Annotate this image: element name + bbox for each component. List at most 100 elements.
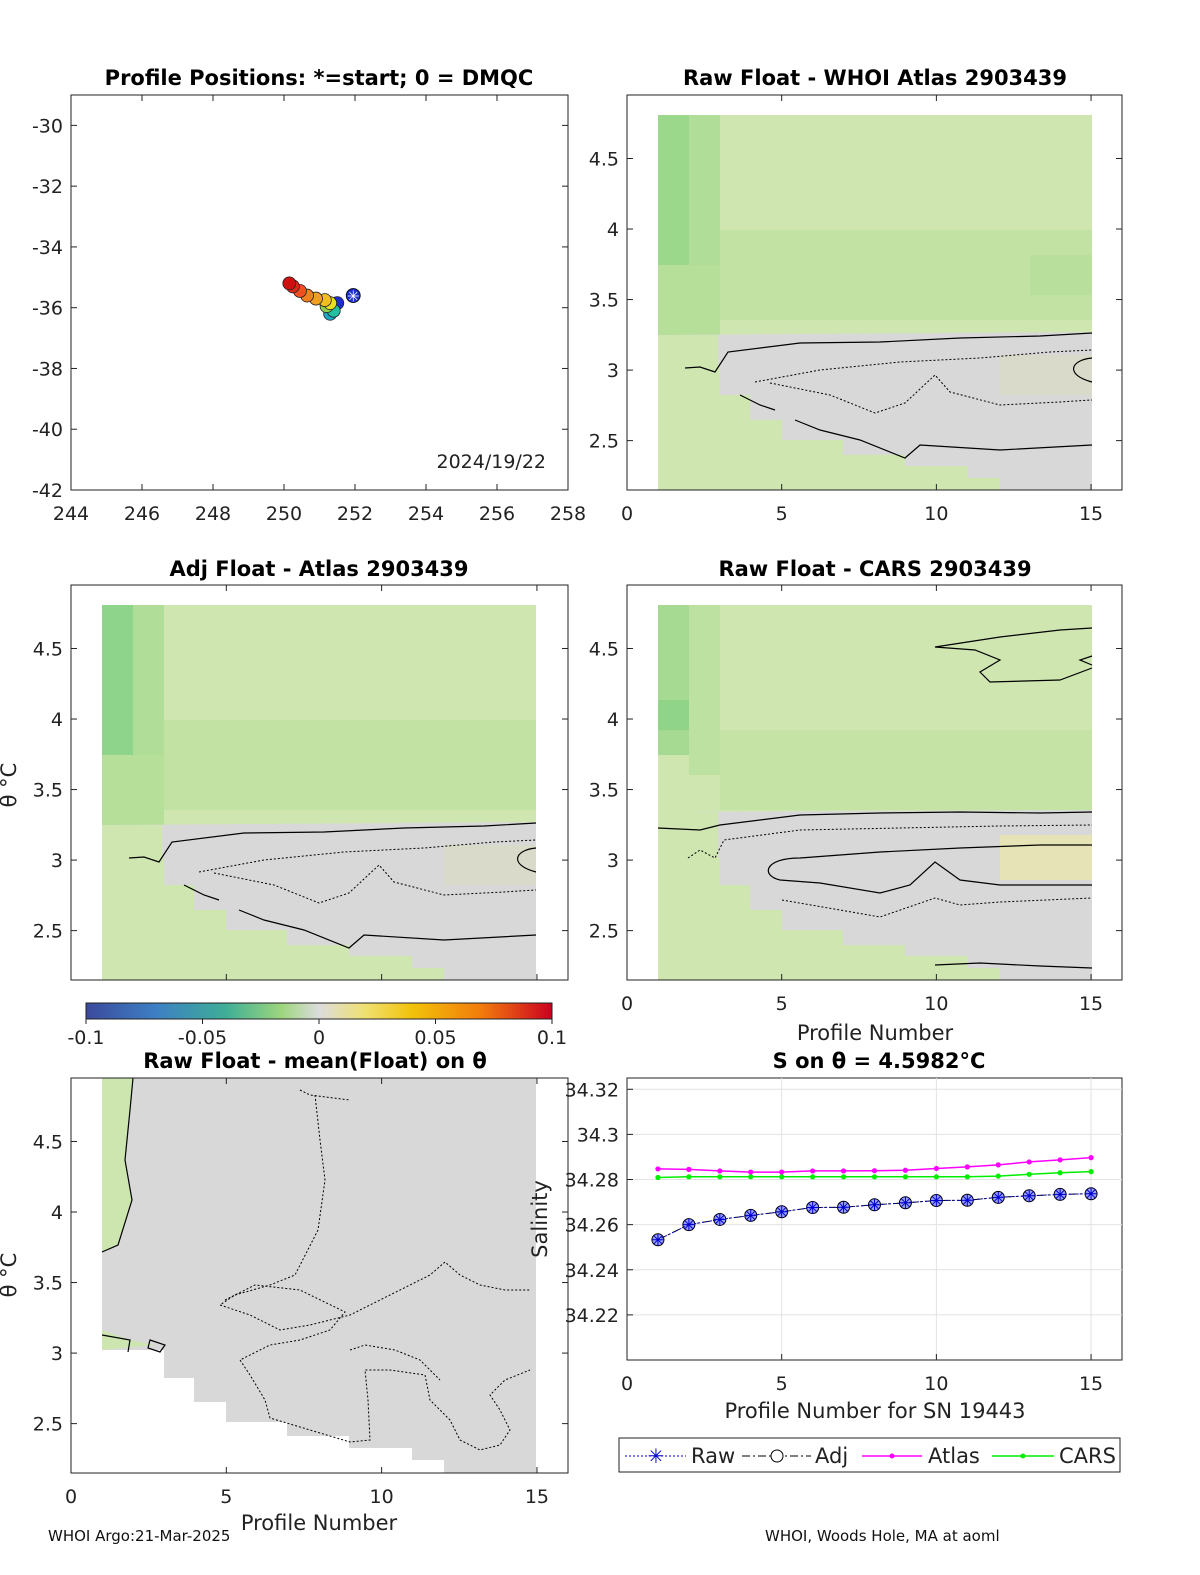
point-cars: [840, 1174, 847, 1180]
x-tick-label: 254: [408, 503, 444, 525]
y-tick-label: 34.28: [565, 1170, 619, 1192]
point-cars: [717, 1174, 723, 1180]
point-raw: [806, 1201, 819, 1214]
colorbar-tick-label: -0.1: [67, 1027, 104, 1049]
point-atlas: [1026, 1159, 1032, 1165]
x-tick-label: 0: [621, 993, 633, 1015]
raw-atlas-ticks: 0 5 10 15 2.5 3 3.5 4 4.5: [589, 95, 1122, 525]
y-tick-label: 4.5: [33, 1131, 63, 1153]
x-tick-label: 0: [621, 503, 633, 525]
salinity-legend: ✳ Raw Adj Atlas CARS: [618, 1437, 1121, 1473]
legend-item-cars: CARS: [992, 1444, 1116, 1468]
y-tick-label: 4: [51, 1202, 63, 1224]
x-tick-label: 258: [550, 503, 586, 525]
point-raw: [744, 1209, 757, 1222]
point-atlas: [779, 1169, 785, 1175]
salinity-panel: S on θ = 4.5982°C 0 5 10 15 34.22 34.24 34.26 3…: [528, 1049, 1123, 1473]
raw-cars-title: Raw Float - CARS 2903439: [718, 557, 1031, 581]
y-tick-label: 4.5: [589, 638, 619, 660]
raw-mean-heatmap: [101, 1077, 536, 1473]
x-tick-label: 256: [479, 503, 515, 525]
adj-atlas-title: Adj Float - Atlas 2903439: [169, 557, 468, 581]
adj-atlas-axes: [70, 584, 569, 981]
y-tick-label: 4: [51, 709, 63, 731]
x-tick-label: 5: [220, 1486, 232, 1508]
point-raw: [682, 1218, 695, 1231]
y-tick-label: 3: [607, 850, 619, 872]
raw-mean-title: Raw Float - mean(Float) on θ: [143, 1049, 487, 1073]
x-tick-label: 0: [65, 1486, 77, 1508]
x-tick-label: 5: [776, 1373, 788, 1395]
y-tick-label: -30: [32, 115, 63, 137]
positions-panel: Profile Positions: *=start; 0 = DMQC 244…: [32, 66, 586, 525]
point-cars: [1088, 1169, 1094, 1175]
legend-cars-label: CARS: [1059, 1444, 1116, 1468]
legend-box: [618, 1437, 1121, 1473]
point-cars: [748, 1174, 754, 1180]
y-tick-label: 34.22: [565, 1305, 619, 1327]
y-tick-label: 34.32: [565, 1079, 619, 1101]
salinity-axes: [626, 1077, 1123, 1361]
positions-title: Profile Positions: *=start; 0 = DMQC: [105, 66, 534, 90]
colorbar-tick-label: 0.05: [414, 1027, 456, 1049]
raw-mean-xlabel: Profile Number: [241, 1511, 398, 1535]
y-tick-label: 3.5: [589, 780, 619, 802]
footer-left: WHOI Argo:21-Mar-2025: [48, 1527, 231, 1545]
x-tick-label: 250: [266, 503, 302, 525]
x-tick-label: 5: [776, 993, 788, 1015]
point-cars: [655, 1174, 661, 1181]
point-atlas: [717, 1168, 723, 1174]
footer-right: WHOI, Woods Hole, MA at aoml: [765, 1527, 1000, 1545]
legend-item-adj: Adj: [742, 1444, 848, 1468]
y-tick-label: -38: [32, 358, 63, 380]
y-tick-label: 3: [607, 360, 619, 382]
point-atlas: [902, 1167, 909, 1173]
y-tick-label: -40: [32, 419, 63, 441]
legend-item-atlas: Atlas: [862, 1444, 980, 1468]
colorbar-ticks: -0.1 -0.05 0 0.05 0.1: [67, 1019, 567, 1049]
point-atlas: [840, 1168, 847, 1174]
x-tick-label: 10: [924, 993, 948, 1015]
colorbar-gradient: [85, 1002, 553, 1020]
x-tick-label: 0: [621, 1373, 633, 1395]
y-tick-label: 34.3: [577, 1124, 619, 1146]
point-cars: [1026, 1171, 1032, 1177]
raw-cars-panel: Raw Float - CARS 2903439 0 5 10 15 2.5 3 3.5 4 4…: [589, 557, 1123, 1045]
raw-cars-axes: [626, 584, 1123, 981]
y-tick-label: 3.5: [33, 780, 63, 802]
point-raw: [713, 1213, 726, 1226]
colorbar-tick-label: -0.05: [178, 1027, 227, 1049]
point-raw: [775, 1205, 788, 1218]
x-tick-label: 252: [337, 503, 373, 525]
point-cars: [871, 1174, 878, 1180]
y-tick-label: 2.5: [589, 921, 619, 943]
y-tick-label: 34.24: [565, 1260, 619, 1282]
point-raw: [961, 1194, 974, 1207]
point-cars: [810, 1174, 816, 1180]
y-tick-label: 4: [607, 219, 619, 241]
raw-mean-panel: Raw Float - mean(Float) on θ 0 5 10 15 2.5 3 3…: [0, 1049, 569, 1535]
legend-raw-label: Raw: [691, 1444, 735, 1468]
adj-atlas-ylabel: θ °C: [0, 763, 21, 808]
raw-atlas-title: Raw Float - WHOI Atlas 2903439: [683, 66, 1067, 90]
start-position-marker: [345, 288, 361, 303]
y-tick-label: 4.5: [33, 638, 63, 660]
y-tick-label: 3: [51, 850, 63, 872]
raw-atlas-panel: Raw Float - WHOI Atlas 2903439 0 5 10 15 2.5…: [589, 66, 1123, 525]
raw-mean-axes: [70, 1077, 569, 1474]
positions-axes: [70, 94, 569, 491]
point-raw: [651, 1233, 664, 1246]
raw-cars-ticks: 0 5 10 15 2.5 3 3.5 4 4.5: [589, 585, 1122, 1015]
point-atlas: [655, 1166, 661, 1172]
colorbar-tick-label: 0.1: [537, 1027, 567, 1049]
point-cars: [933, 1174, 939, 1180]
y-tick-label: 2.5: [33, 1414, 63, 1436]
adj-atlas-ticks: 2.5 3 3.5 4 4.5: [33, 585, 568, 980]
salinity-title: S on θ = 4.5982°C: [773, 1049, 986, 1073]
x-tick-label: 15: [1079, 993, 1103, 1015]
point-raw: [930, 1194, 943, 1207]
salinity-xlabel: Profile Number for SN 19443: [724, 1399, 1025, 1423]
point-atlas: [995, 1162, 1001, 1168]
raw-mean-ylabel: θ °C: [0, 1253, 21, 1298]
raw-atlas-heatmap: [658, 115, 1093, 490]
